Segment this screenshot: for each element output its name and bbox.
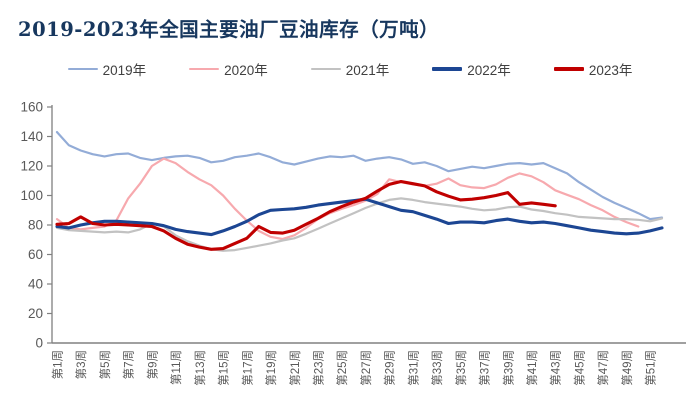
x-tick-label: 第25周 <box>335 350 349 386</box>
series-line-2019年 <box>55 131 664 221</box>
x-tick-label: 第23周 <box>311 350 325 386</box>
x-tick-label: 第21周 <box>288 350 302 386</box>
x-tick-label: 第49周 <box>620 350 634 386</box>
x-tick-label: 第31周 <box>406 350 420 386</box>
x-tick-label: 第1周 <box>51 350 65 379</box>
x-tick-label: 第39周 <box>501 350 515 386</box>
legend-swatch-2019 <box>67 67 98 71</box>
legend-label-2022: 2022年 <box>467 63 511 78</box>
y-tick-label: 100 <box>20 188 43 203</box>
x-tick-label: 第17周 <box>240 350 254 386</box>
x-tick-label: 第19周 <box>264 350 278 386</box>
legend-label-2019: 2019年 <box>102 63 147 78</box>
x-tick-label: 第47周 <box>596 350 610 386</box>
legend-item-2022: 2022年 <box>432 59 511 79</box>
x-tick-label: 第37周 <box>478 350 492 386</box>
legend-swatch-2021 <box>310 67 341 71</box>
legend-swatch-2023 <box>553 67 584 71</box>
y-tick-label: 160 <box>20 100 43 115</box>
x-tick-label: 第27周 <box>359 350 373 386</box>
legend-item-2019: 2019年 <box>67 59 147 79</box>
series-line-2022年 <box>55 197 664 237</box>
x-tick-label: 第33周 <box>430 350 444 386</box>
x-tick-label: 第11周 <box>169 350 183 385</box>
series-line-2023年 <box>55 179 557 251</box>
x-tick-label: 第51周 <box>644 350 658 386</box>
legend-item-2021: 2021年 <box>310 59 390 79</box>
legend: 2019年 2020年 2021年 2022年 2023年 <box>0 59 700 79</box>
legend-swatch-2022 <box>432 67 463 71</box>
chart-title: 2019-2023年全国主要油厂豆油库存（万吨） <box>18 18 440 41</box>
x-tick-label: 第41周 <box>525 350 539 386</box>
legend-label-2021: 2021年 <box>345 63 390 78</box>
y-tick-label: 60 <box>28 247 43 262</box>
legend-item-2023: 2023年 <box>553 59 633 79</box>
x-tick-label: 第9周 <box>145 350 159 379</box>
legend-swatch-2020 <box>189 67 220 71</box>
y-tick-label: 120 <box>20 159 43 174</box>
legend-label-2023: 2023年 <box>588 63 633 78</box>
x-tick-label: 第35周 <box>454 350 468 386</box>
y-tick-label: 0 <box>35 336 43 351</box>
y-tick-label: 140 <box>20 129 43 144</box>
x-tick-label: 第29周 <box>383 350 397 386</box>
x-tick-label: 第3周 <box>74 350 88 379</box>
x-tick-label: 第15周 <box>217 350 231 386</box>
x-tick-label: 第45周 <box>572 350 586 386</box>
x-tick-label: 第13周 <box>193 350 207 386</box>
x-tick-label: 第43周 <box>549 350 563 386</box>
y-tick-label: 20 <box>28 306 43 321</box>
series-line-2020年 <box>55 157 640 241</box>
legend-item-2020: 2020年 <box>189 59 268 79</box>
y-tick-label: 80 <box>28 218 43 233</box>
legend-label-2020: 2020年 <box>224 63 268 78</box>
x-tick-label: 第7周 <box>122 350 136 379</box>
x-tick-label: 第5周 <box>98 350 112 379</box>
y-tick-label: 40 <box>28 277 43 292</box>
